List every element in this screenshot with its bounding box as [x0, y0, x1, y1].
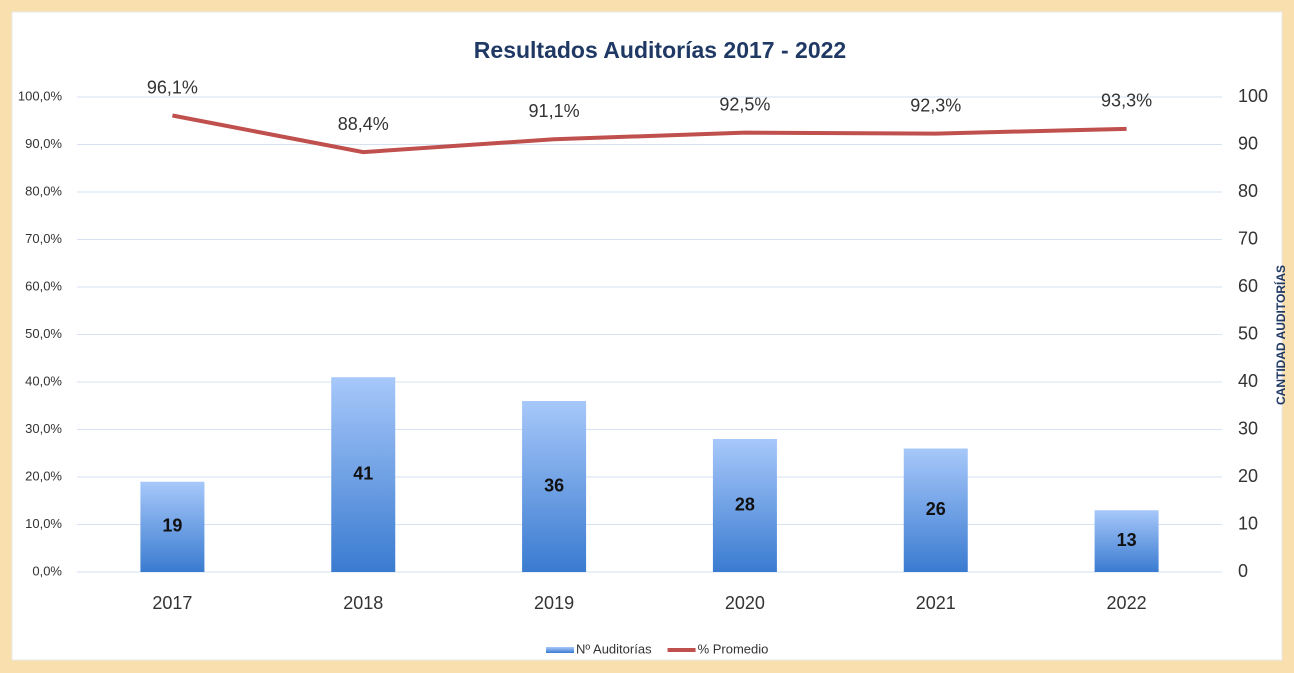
panel — [11, 11, 1283, 661]
y-tick-label: 10,0% — [25, 516, 62, 531]
legend-label: Nº Auditorías — [576, 641, 652, 656]
chart-title: Resultados Auditorías 2017 - 2022 — [474, 37, 846, 63]
bar — [522, 401, 587, 572]
y-tick-label: 100,0% — [18, 88, 63, 103]
y2-tick-label: 70 — [1238, 228, 1258, 248]
y-tick-label: 80,0% — [25, 183, 62, 198]
y2-tick-label: 80 — [1238, 181, 1258, 201]
y2-axis-label: CANTIDAD AUDITORÍAS — [1273, 265, 1288, 405]
y2-tick-label: 40 — [1238, 371, 1258, 391]
y-tick-label: 20,0% — [25, 468, 62, 483]
y2-tick-label: 60 — [1238, 276, 1258, 296]
line-label: 96,1% — [147, 77, 198, 97]
x-tick-label: 2019 — [534, 593, 574, 613]
line-label: 92,5% — [719, 94, 770, 114]
bar — [712, 439, 777, 572]
y2-tick-label: 20 — [1238, 466, 1258, 486]
bar-label: 19 — [162, 516, 182, 536]
y-tick-label: 60,0% — [25, 278, 62, 293]
bar-label: 28 — [735, 494, 755, 514]
legend-label: % Promedio — [698, 641, 769, 656]
line-label: 91,1% — [529, 101, 580, 121]
bar-label: 26 — [926, 499, 946, 519]
y-tick-label: 90,0% — [25, 136, 62, 151]
bar — [331, 377, 396, 572]
y-tick-label: 70,0% — [25, 231, 62, 246]
y2-tick-label: 30 — [1238, 418, 1258, 438]
x-tick-label: 2021 — [916, 593, 956, 613]
y-tick-label: 0,0% — [32, 563, 62, 578]
y-tick-label: 40,0% — [25, 373, 62, 388]
line-label: 92,3% — [910, 95, 961, 115]
line-label: 88,4% — [338, 114, 389, 134]
legend-swatch — [546, 647, 574, 653]
y2-tick-label: 90 — [1238, 133, 1258, 153]
x-tick-label: 2018 — [343, 593, 383, 613]
bar-label: 36 — [544, 475, 564, 495]
line-label: 93,3% — [1101, 91, 1152, 111]
bar — [140, 481, 205, 572]
x-tick-label: 2022 — [1107, 593, 1147, 613]
y2-tick-label: 50 — [1238, 323, 1258, 343]
bar — [1094, 510, 1159, 572]
y2-tick-label: 10 — [1238, 513, 1258, 533]
y-tick-label: 30,0% — [25, 421, 62, 436]
y2-tick-label: 100 — [1238, 86, 1268, 106]
bar-label: 13 — [1117, 530, 1137, 550]
x-tick-label: 2020 — [725, 593, 765, 613]
x-tick-label: 2017 — [152, 593, 192, 613]
y-tick-label: 50,0% — [25, 326, 62, 341]
line — [172, 113, 1127, 155]
bar — [903, 448, 968, 572]
bar-label: 41 — [353, 463, 373, 483]
y2-tick-label: 0 — [1238, 561, 1248, 581]
